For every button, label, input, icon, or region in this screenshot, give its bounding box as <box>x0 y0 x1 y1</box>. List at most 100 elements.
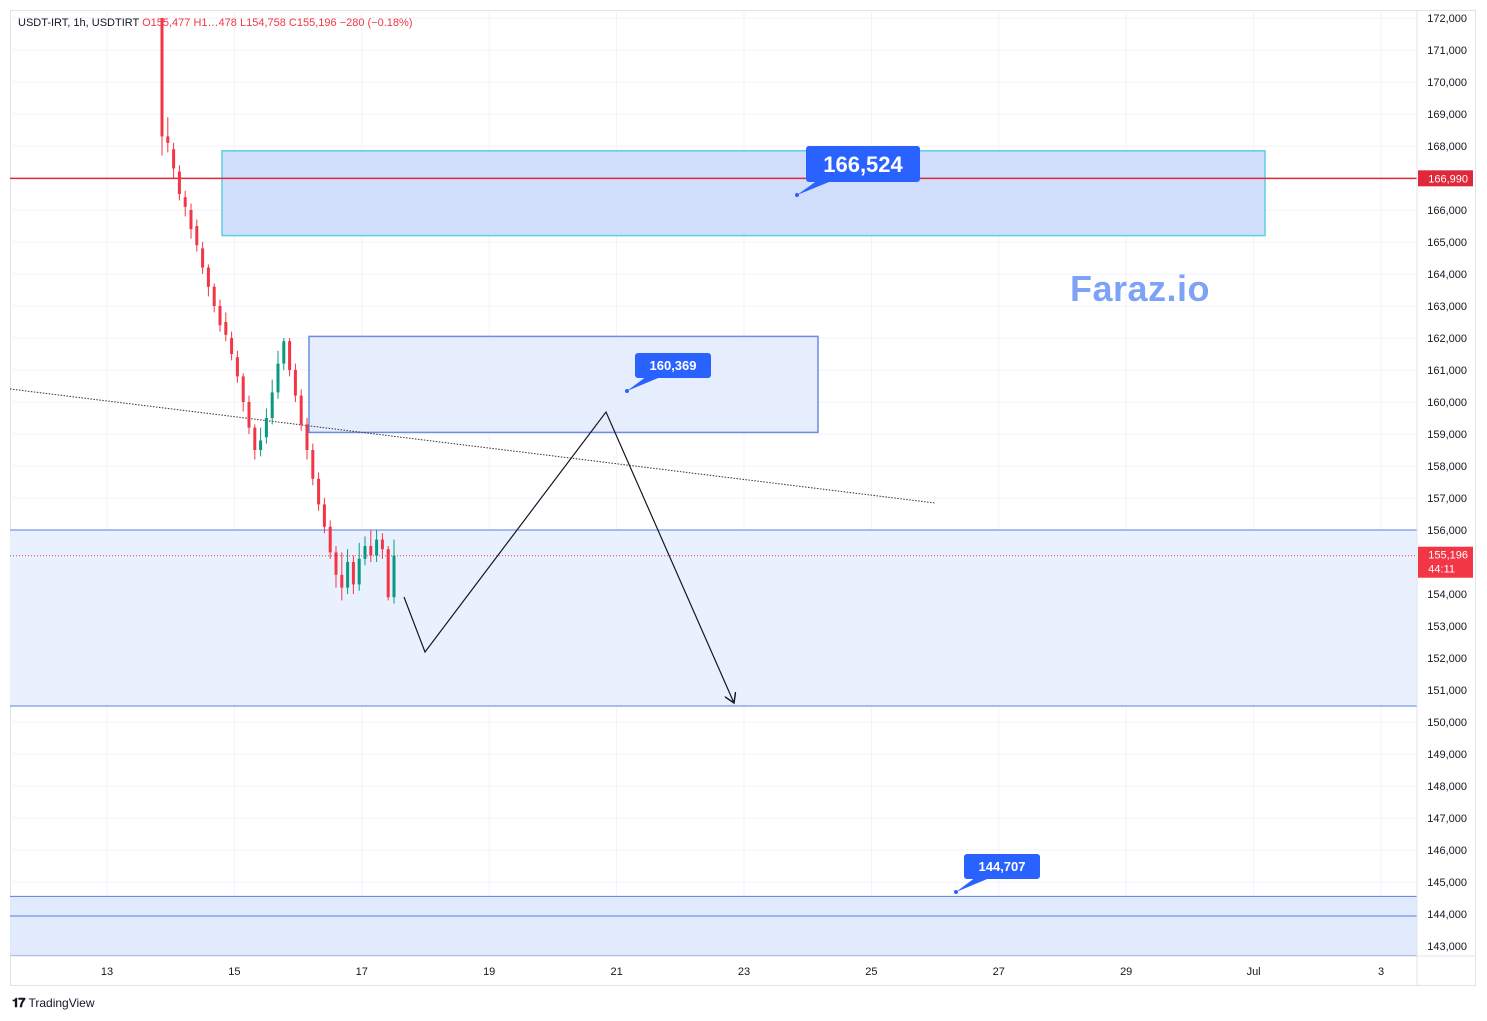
y-tick-label: 144,000 <box>1427 909 1467 921</box>
x-tick-label: 27 <box>993 966 1005 978</box>
candle-body <box>253 427 257 450</box>
candle-body <box>293 370 297 396</box>
candle-body <box>299 395 303 425</box>
candle-body <box>218 306 222 326</box>
candle-body <box>241 376 245 402</box>
x-tick-label: 3 <box>1378 966 1384 978</box>
y-tick-label: 171,000 <box>1427 45 1467 57</box>
y-tick-label: 151,000 <box>1427 685 1467 697</box>
candle-body <box>357 558 361 585</box>
y-tick-label: 162,000 <box>1427 333 1467 345</box>
candle-body <box>351 562 355 585</box>
candle-body <box>189 210 193 230</box>
red-line-price-tag <box>1418 170 1473 187</box>
candle-body <box>195 226 199 246</box>
candle-body <box>363 546 367 559</box>
candle-body <box>328 526 332 553</box>
y-tick-label: 152,000 <box>1427 653 1467 665</box>
candle-body <box>206 267 210 287</box>
x-tick-label: 23 <box>738 966 750 978</box>
y-tick-label: 164,000 <box>1427 269 1467 281</box>
y-tick-label: 147,000 <box>1427 813 1467 825</box>
close-value: C155,196 <box>288 17 337 29</box>
x-tick-label: Jul <box>1247 966 1261 978</box>
candle-body <box>288 341 292 370</box>
candle-body <box>247 402 251 428</box>
y-tick-label: 153,000 <box>1427 621 1467 633</box>
y-tick-label: 145,000 <box>1427 877 1467 889</box>
callout-166524-box <box>806 146 920 182</box>
y-tick-label: 172,000 <box>1427 13 1467 25</box>
y-tick-label: 166,000 <box>1427 205 1467 217</box>
candle-body <box>230 338 234 354</box>
y-tick-label: 161,000 <box>1427 365 1467 377</box>
callout-160369-pointer <box>627 376 663 391</box>
trendline <box>9 388 936 504</box>
candle-body <box>264 418 268 438</box>
candle-body <box>369 546 373 556</box>
y-tick-label: 169,000 <box>1427 109 1467 121</box>
candle-body <box>311 450 315 479</box>
candle-body <box>282 341 286 364</box>
last-price-label: 155,196 <box>1428 550 1468 562</box>
x-tick-label: 21 <box>610 966 622 978</box>
last-price-tag <box>1418 546 1473 578</box>
callout-160369-box <box>635 353 711 378</box>
zone-rect <box>221 150 1266 237</box>
candle-body <box>212 286 216 306</box>
branding-label: TradingView <box>28 996 95 1010</box>
callout-160369-label: 160,369 <box>650 358 697 373</box>
watermark: Faraz.io <box>1070 268 1211 309</box>
x-tick-label: 25 <box>865 966 877 978</box>
zone-rect <box>10 530 1417 706</box>
callout-144707-pointer <box>956 877 992 892</box>
candle-body <box>392 555 396 598</box>
candle-body <box>259 440 263 450</box>
y-tick-label: 150,000 <box>1427 717 1467 729</box>
symbol-label: USDT-IRT, 1h, USDTIRT <box>18 17 140 29</box>
y-tick-label: 168,000 <box>1427 141 1467 153</box>
red-line-price-label: 166,990 <box>1428 173 1468 185</box>
callout-166524-label: 166,524 <box>823 152 903 177</box>
callout-144707-anchor <box>954 890 958 894</box>
candle-body <box>270 392 274 418</box>
candle-body <box>375 539 379 556</box>
candle-body <box>224 322 228 335</box>
candle-body <box>386 549 390 598</box>
symbol-header: USDT-IRT, 1h, USDTIRT O155,477 H1…478 L1… <box>18 17 412 29</box>
projection-path <box>403 410 734 703</box>
callout-166524-anchor <box>795 193 799 197</box>
callout-166524-pointer <box>797 180 834 195</box>
open-value: O155,477 <box>142 17 191 29</box>
y-tick-label: 143,000 <box>1427 941 1467 953</box>
callout-160369-anchor <box>625 389 629 393</box>
x-tick-label: 17 <box>356 966 368 978</box>
high-value: H1…478 <box>193 17 237 29</box>
candle-body <box>183 197 187 207</box>
candle-body <box>172 149 176 169</box>
y-tick-label: 156,000 <box>1427 525 1467 537</box>
countdown-label: 44:11 <box>1428 564 1455 576</box>
low-value: L154,758 <box>239 17 286 29</box>
candle-body <box>322 504 326 527</box>
tradingview-branding[interactable]: 𝟏𝟕 TradingView <box>12 995 95 1011</box>
candle-body <box>340 574 344 588</box>
y-tick-label: 160,000 <box>1427 397 1467 409</box>
callout-144707-label: 144,707 <box>979 859 1026 874</box>
x-tick-label: 15 <box>228 966 240 978</box>
x-tick-label: 19 <box>483 966 495 978</box>
candle-body <box>305 424 309 450</box>
candle-body <box>317 478 321 505</box>
y-tick-label: 157,000 <box>1427 493 1467 505</box>
y-tick-label: 158,000 <box>1427 461 1467 473</box>
candle-body <box>276 363 280 393</box>
zone-rect <box>10 896 1417 956</box>
zone-rect <box>308 335 819 434</box>
candle-body <box>380 539 384 550</box>
y-tick-label: 170,000 <box>1427 77 1467 89</box>
candle-body <box>334 552 338 575</box>
candle-body <box>160 18 164 137</box>
candle-body <box>166 136 170 143</box>
tradingview-logo-icon: 𝟏𝟕 <box>12 995 26 1010</box>
